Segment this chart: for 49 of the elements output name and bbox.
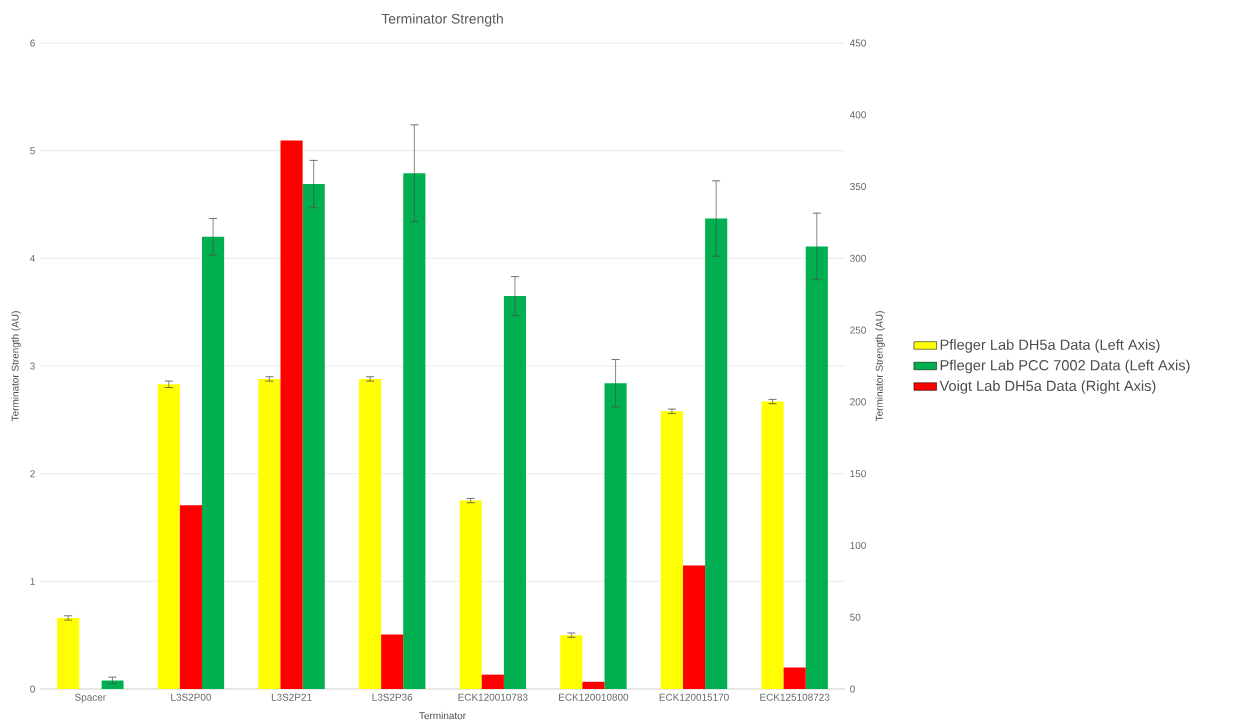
y2-tick-label: 100 [850,542,866,550]
x-tick-label: Spacer [74,693,106,703]
legend-label: Voigt Lab DH5a Data (Right Axis) [939,380,1156,395]
chart-title: Terminator Strength [381,13,503,27]
bar [660,411,683,690]
y2-tick-label: 300 [850,255,866,263]
bar [403,173,426,690]
x-tick-label: L3S2P21 [271,693,312,701]
y2-tick-label: 200 [850,398,866,406]
y-tick-label: 6 [30,39,35,47]
y2-tick-label: 150 [850,470,866,478]
y2-axis-title: Terminator Strength (AU) [875,311,885,422]
y-tick-label: 2 [30,470,35,478]
y-tick-label: 3 [30,362,35,370]
bar [202,237,225,690]
bar [57,618,80,690]
y-tick-label: 5 [30,147,35,155]
bar [783,667,806,690]
y-tick-label: 4 [30,255,36,262]
bar [582,682,605,690]
y2-tick-label: 0 [850,685,855,693]
bar [459,500,482,690]
bar [381,634,404,690]
bar [761,401,784,690]
x-tick-label: L3S2P00 [171,693,212,701]
bar [705,218,728,690]
bar [805,246,828,690]
y2-tick-label: 400 [849,111,866,119]
x-tick-label: ECK120010783 [458,693,528,701]
bar [101,680,124,690]
bar [560,635,583,690]
y2-tick-label: 450 [849,39,866,47]
bar [358,379,382,690]
y2-tick-label: 50 [850,613,861,621]
legend-label: Pfleger Lab PCC 7002 Data (Left Axis) [940,359,1190,374]
x-axis-title: Terminator [419,712,466,720]
x-tick-label: ECK120015170 [659,693,729,701]
x-tick-label: L3S2P36 [372,693,413,701]
bar [503,296,527,690]
y-axis-title: Terminator Strength (AU) [11,311,21,422]
x-tick-label: ECK125108723 [760,693,830,701]
y-tick-label: 1 [30,578,35,585]
y2-tick-label: 250 [850,326,866,334]
legend-label: Pfleger Lab DH5a Data (Left Axis) [940,339,1160,353]
y2-tick-label: 350 [850,183,866,191]
bar [481,674,504,690]
x-tick-label: ECK120010800 [559,693,629,701]
y-tick-label: 0 [30,685,35,693]
bar [604,383,627,690]
